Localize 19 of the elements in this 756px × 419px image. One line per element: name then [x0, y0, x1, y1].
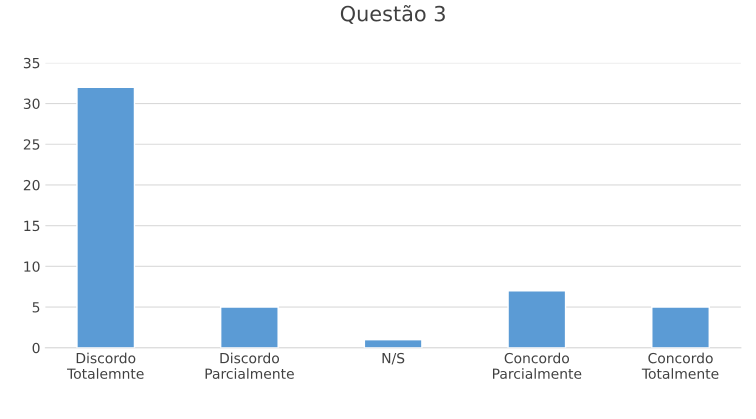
bar [651, 306, 710, 348]
y-tick-label: 5 [32, 302, 40, 313]
x-tick-label: Concordo Totalmente [642, 352, 718, 379]
y-tick-label: 10 [24, 261, 40, 272]
bar [76, 86, 136, 348]
chart-title: Questão 3 [340, 5, 445, 24]
y-tick-label: 0 [32, 342, 40, 354]
y-tick-label: 15 [24, 220, 40, 232]
bar [220, 306, 279, 348]
bar [507, 290, 566, 348]
x-tick-label: Discordo Totalemnte [67, 352, 144, 379]
y-tick-label: 35 [24, 58, 40, 68]
x-tick-label: Concordo Parcialmente [492, 352, 582, 379]
y-tick-label: 20 [24, 180, 40, 190]
y-tick-label: 30 [24, 98, 40, 110]
x-tick-label: N/S [382, 352, 404, 364]
x-tick-label: Discordo Parcialmente [206, 352, 294, 379]
bar [364, 338, 423, 348]
y-tick-label: 25 [24, 139, 40, 150]
